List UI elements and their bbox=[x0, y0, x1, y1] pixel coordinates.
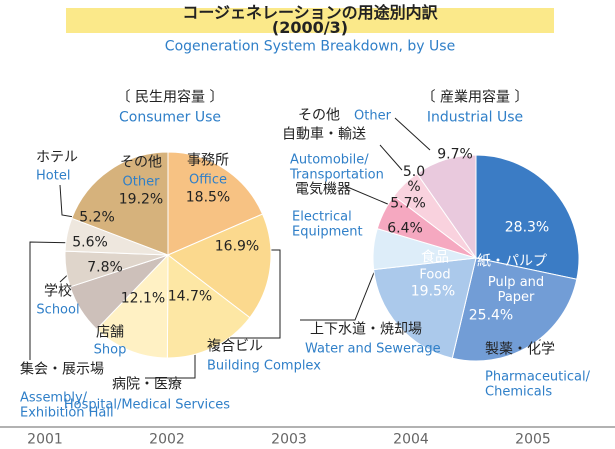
category-label-en: Pharmaceutical/ Chemicals bbox=[485, 369, 590, 400]
value-label: 14.7% bbox=[167, 288, 213, 305]
category-label-en: Shop bbox=[93, 342, 127, 358]
category-label: 学校 bbox=[44, 283, 72, 300]
pie-slice bbox=[416, 154, 477, 260]
value-label: 5.7% bbox=[390, 195, 426, 212]
category-label-en: Other bbox=[354, 108, 391, 124]
category-label-en: Pulp and Paper bbox=[487, 275, 545, 305]
subtitle: Cogeneration System Breakdown, by Use bbox=[164, 38, 456, 55]
category-label-en: Office bbox=[189, 172, 227, 188]
pie-slice bbox=[475, 154, 580, 280]
value-label: 25.4% bbox=[468, 307, 514, 324]
pie-slice bbox=[167, 151, 264, 256]
value-label: 19.2% bbox=[118, 191, 164, 208]
category-label-en: Water and Sewerage bbox=[305, 341, 441, 357]
value-label: 5.0 % bbox=[402, 164, 426, 195]
category-label: その他 bbox=[298, 107, 340, 124]
value-label: 19.5% bbox=[410, 283, 456, 300]
pie-slice bbox=[373, 257, 477, 359]
category-label-en: Other bbox=[122, 174, 160, 190]
category-label-en: Assembly/ Exhibition Hall bbox=[20, 390, 114, 421]
pie-title: 〔 民生用容量 〕 bbox=[116, 89, 224, 106]
category-label: その他 bbox=[120, 154, 162, 171]
category-label: 紙・パルプ bbox=[477, 253, 547, 270]
category-label: 食品 bbox=[421, 249, 449, 266]
category-label: 電気機器 bbox=[295, 181, 351, 198]
category-label: 集会・展示場 bbox=[20, 361, 104, 378]
pie-subtitle: Consumer Use bbox=[119, 109, 221, 126]
title: コージェネレーションの用途別内訳(2000/3) bbox=[182, 3, 438, 37]
footer-year: 2004 bbox=[393, 431, 429, 448]
pie-subtitle: Industrial Use bbox=[426, 109, 524, 126]
footer-year: 2001 bbox=[27, 431, 63, 448]
category-label: 自動車・輸送 bbox=[282, 126, 366, 143]
value-label: 12.1% bbox=[120, 290, 166, 307]
value-label: 28.3% bbox=[504, 219, 550, 236]
value-label: 5.6% bbox=[72, 234, 108, 251]
category-label-en: Electrical Equipment bbox=[292, 209, 363, 240]
pie-slice bbox=[167, 213, 272, 319]
value-label: 16.9% bbox=[214, 238, 260, 255]
pie-slice bbox=[166, 253, 251, 359]
category-label-en: Food bbox=[419, 267, 451, 283]
value-label: 18.5% bbox=[185, 189, 231, 206]
pie-slice bbox=[71, 151, 169, 256]
category-label-en: School bbox=[36, 302, 80, 318]
title-band bbox=[66, 8, 554, 33]
category-label: 病院・医療 bbox=[112, 376, 182, 393]
category-label-en: Automobile/ Transportation bbox=[290, 152, 384, 183]
footer-year: 2002 bbox=[149, 431, 185, 448]
category-label: ホテル bbox=[36, 149, 78, 166]
category-label-en: Building Complex bbox=[207, 358, 321, 374]
pie-slice bbox=[95, 253, 169, 359]
category-label: 店舗 bbox=[96, 324, 124, 341]
footer-year: 2003 bbox=[271, 431, 307, 448]
category-label-en: Hospital/Medical Services bbox=[63, 397, 231, 413]
category-label: 事務所 bbox=[187, 152, 229, 169]
category-label: 上下水道・焼却場 bbox=[310, 321, 422, 338]
category-label: 製薬・化学 bbox=[485, 341, 555, 358]
pie-title: 〔 産業用容量 〕 bbox=[421, 89, 529, 106]
value-label: 7.8% bbox=[87, 259, 123, 276]
category-label-en: Hotel bbox=[36, 168, 71, 184]
category-label: 複合ビル bbox=[207, 338, 263, 355]
value-label: 6.4% bbox=[387, 220, 423, 237]
footer-year: 2005 bbox=[515, 431, 551, 448]
value-label: 9.7% bbox=[437, 146, 473, 163]
pie-slice bbox=[451, 257, 578, 362]
value-label: 5.2% bbox=[79, 209, 115, 226]
